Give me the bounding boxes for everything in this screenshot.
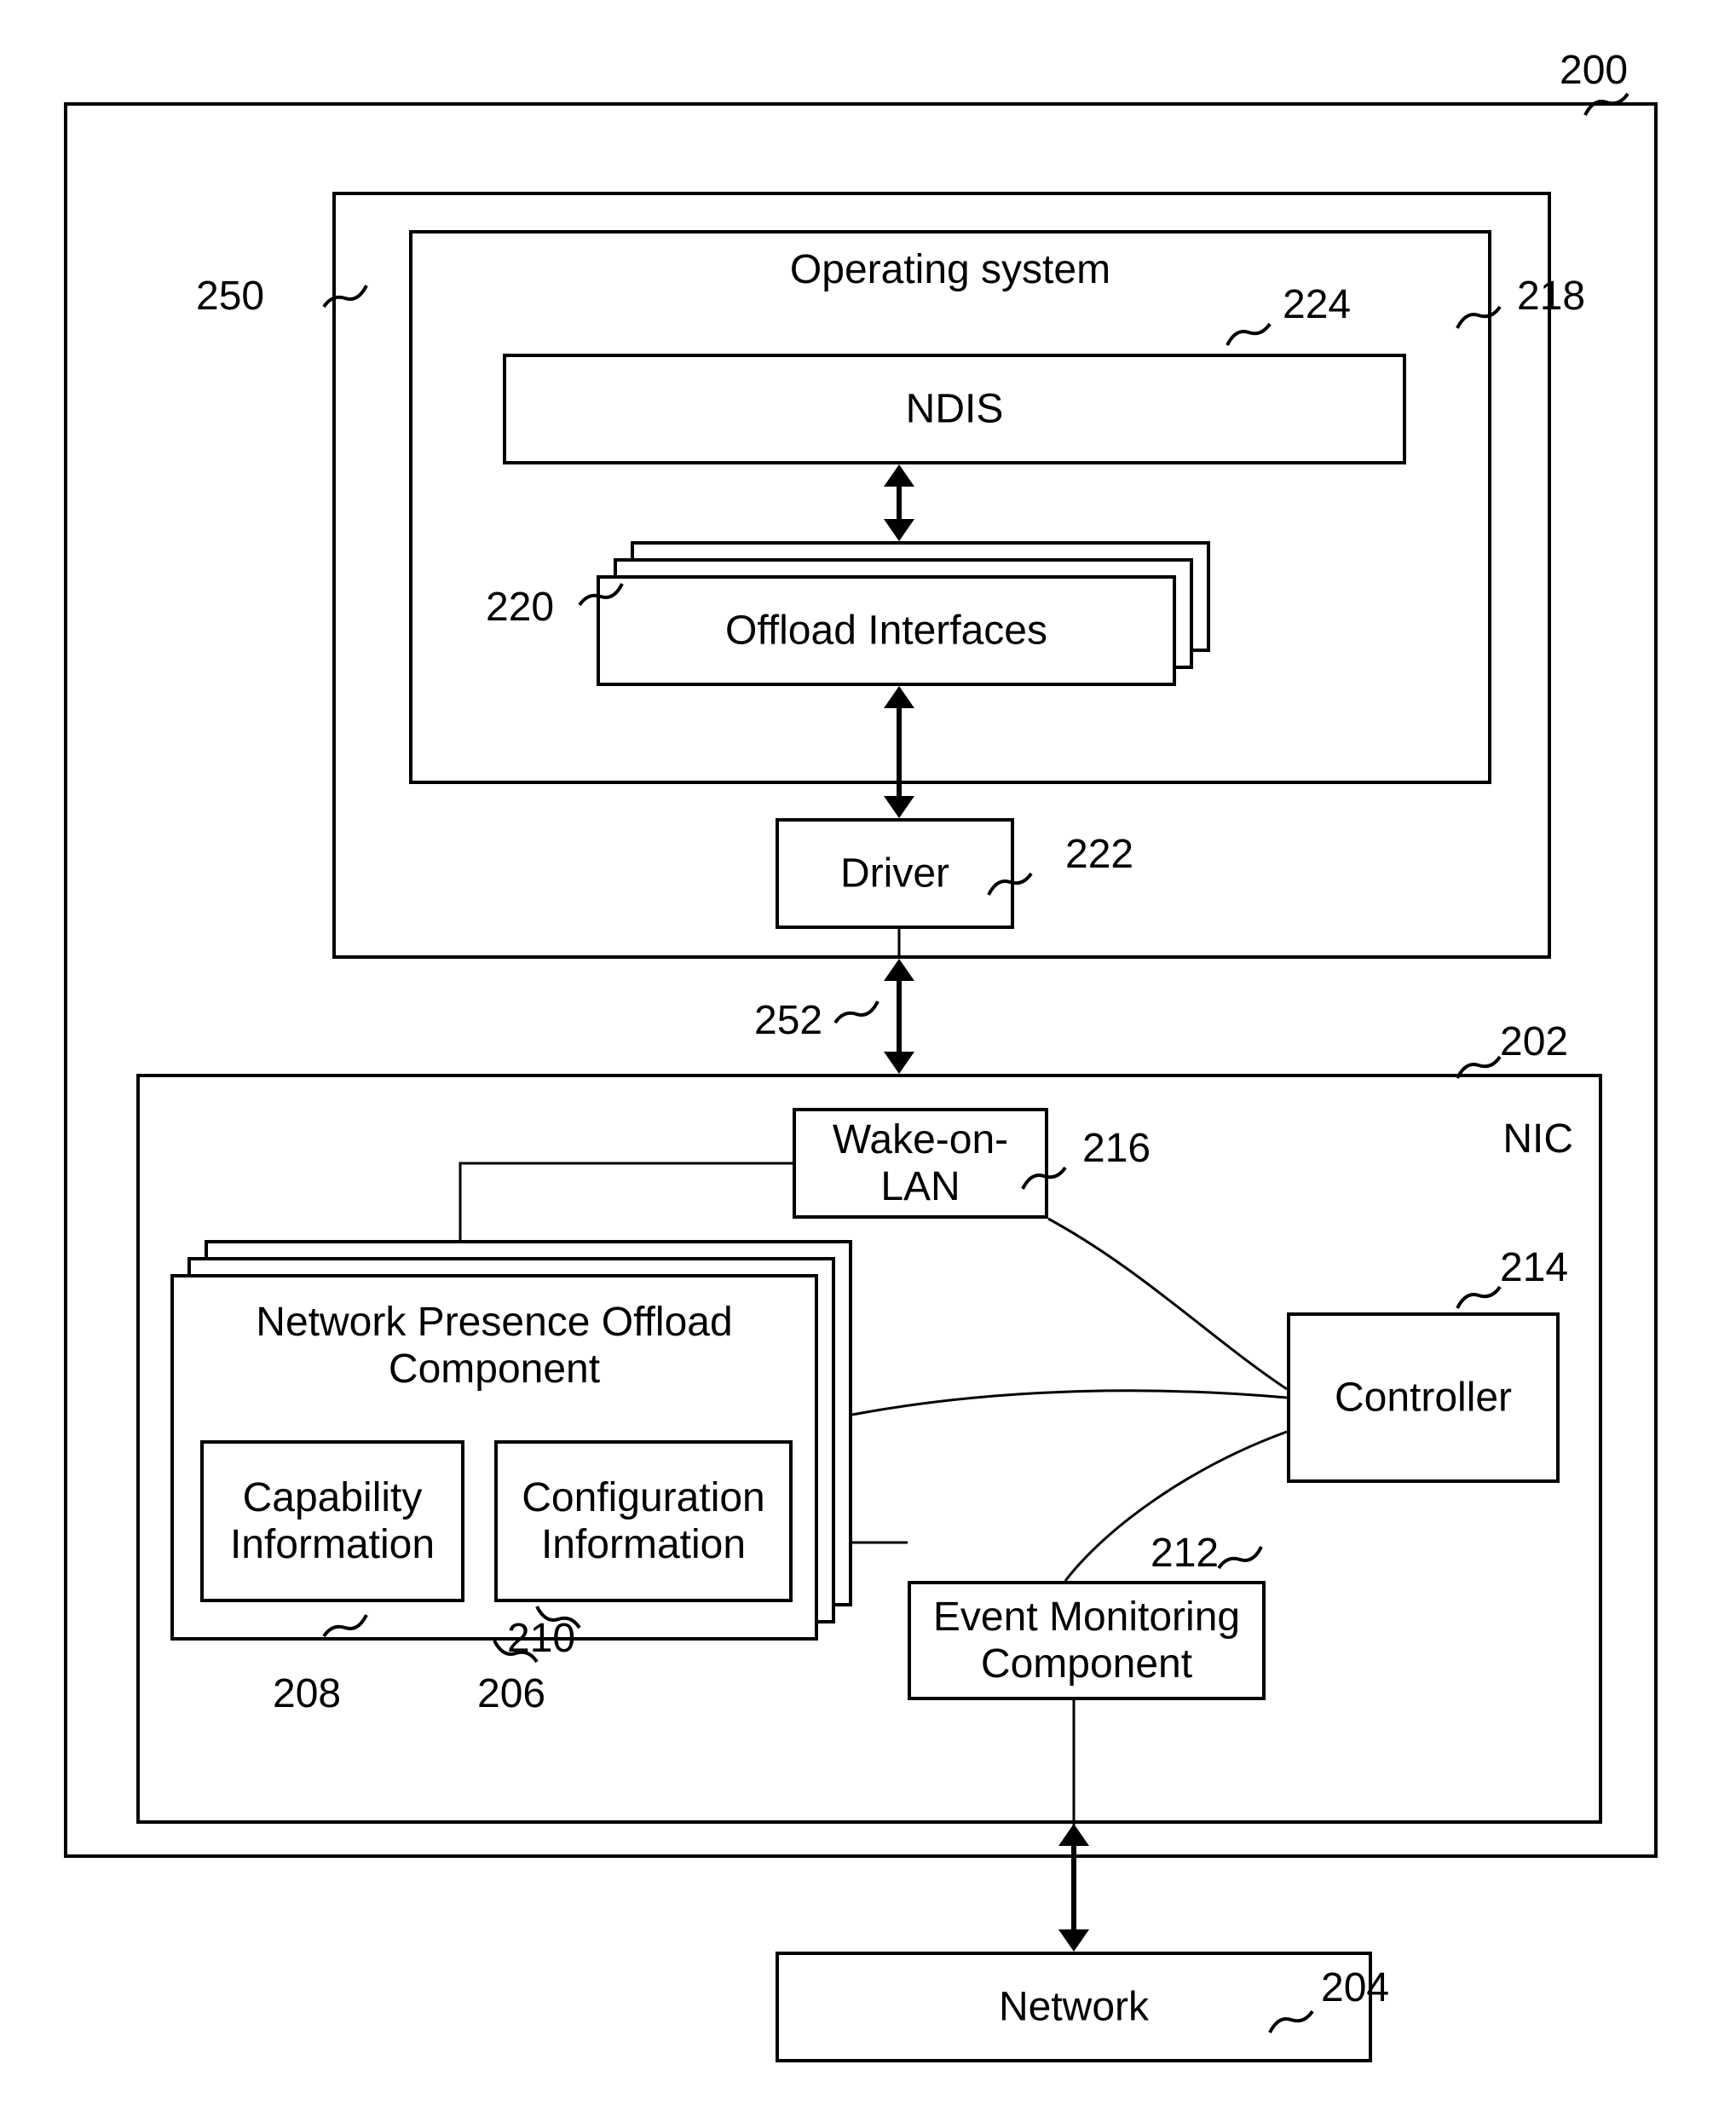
box-cap: Capability Information	[200, 1440, 464, 1602]
ref-214: 214	[1500, 1244, 1568, 1291]
ref-250: 250	[196, 273, 264, 320]
box-controller: Controller	[1287, 1312, 1560, 1483]
box-driver: Driver	[776, 818, 1014, 929]
box-network: Network	[776, 1952, 1372, 2062]
ref-216: 216	[1082, 1125, 1151, 1172]
ref-222: 222	[1065, 831, 1133, 878]
ref-252: 252	[754, 997, 822, 1044]
box-offload_if: Offload Interfaces	[597, 575, 1176, 686]
ref-202: 202	[1500, 1018, 1568, 1065]
ref-200: 200	[1560, 47, 1628, 94]
ref-204: 204	[1321, 1964, 1389, 2011]
label-controller: Controller	[1290, 1375, 1556, 1422]
ref-206: 206	[477, 1670, 545, 1717]
label-cap: Capability Information	[204, 1474, 461, 1568]
ref-210: 210	[507, 1615, 575, 1662]
label-wol: Wake-on- LAN	[796, 1116, 1045, 1210]
box-wol: Wake-on- LAN	[793, 1108, 1048, 1219]
label-offload_if: Offload Interfaces	[600, 608, 1173, 655]
label-ndis: NDIS	[506, 386, 1403, 433]
ref-224: 224	[1283, 281, 1351, 328]
label-npoc: Network Presence Offload Component	[174, 1299, 815, 1393]
label-network: Network	[779, 1984, 1369, 2031]
label-emc: Event Monitoring Component	[911, 1594, 1262, 1687]
ref-220: 220	[486, 584, 554, 631]
label-driver: Driver	[779, 851, 1011, 897]
box-ndis: NDIS	[503, 354, 1406, 464]
ref-212: 212	[1151, 1530, 1219, 1577]
ref-218: 218	[1517, 273, 1585, 320]
ref-208: 208	[273, 1670, 341, 1717]
box-conf: Configuration Information	[494, 1440, 793, 1602]
box-emc: Event Monitoring Component	[908, 1581, 1266, 1700]
label-nic: NIC	[1502, 1116, 1573, 1162]
label-conf: Configuration Information	[498, 1474, 789, 1568]
